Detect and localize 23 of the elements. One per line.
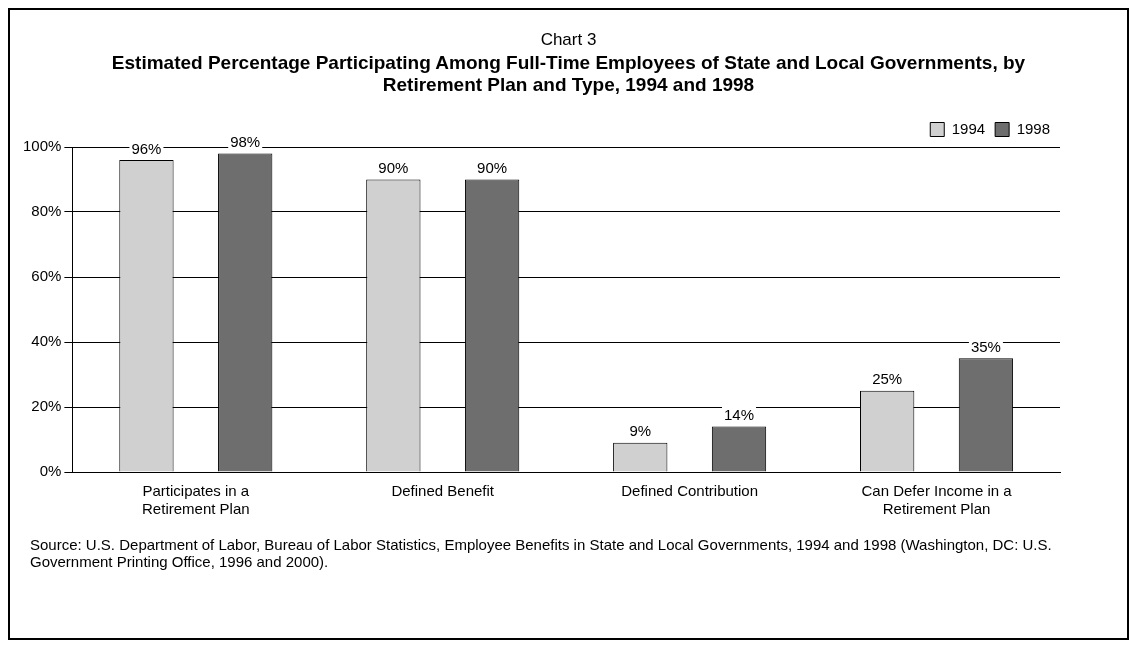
x-tick-label: Defined Contribution — [621, 482, 759, 500]
y-tick-label: 80% — [31, 202, 62, 220]
x-tick-label: Participates in a Retirement Plan — [142, 482, 250, 518]
data-label: 98% — [230, 133, 261, 151]
data-label: 25% — [872, 370, 903, 388]
source-note: Source: U.S. Department of Labor, Bureau of Labor Statistics, Employee Benefits in State and Local Governments, 1994 and 1998 (Washington, DC: U.S. Government Printing Office, 1996 and 2000). — [30, 536, 1053, 570]
y-tick-label: 60% — [31, 267, 62, 285]
data-label: 96% — [131, 139, 162, 157]
legend-label: 1998 — [1016, 119, 1051, 137]
y-tick-label: 20% — [31, 397, 62, 415]
y-tick-label: 0% — [39, 462, 62, 480]
data-label: 90% — [378, 159, 409, 177]
x-tick-label: Can Defer Income in a Retirement Plan — [861, 482, 1013, 518]
chart-subtitle: Estimated Percentage Participating Among Full-Time Employees of State and Local Governments, by Retirement Plan and Type, 1994 and 1998 — [110, 52, 1027, 96]
data-label: 90% — [477, 159, 508, 177]
chart-title: Chart 3 — [539, 30, 598, 50]
legend-label: 1994 — [951, 119, 986, 137]
y-tick-label: 40% — [31, 332, 62, 350]
y-tick-label: 100% — [22, 137, 62, 155]
data-label: 14% — [724, 406, 755, 424]
x-tick-label: Defined Benefit — [391, 482, 495, 500]
data-label: 35% — [970, 337, 1001, 355]
data-label: 9% — [629, 422, 652, 440]
